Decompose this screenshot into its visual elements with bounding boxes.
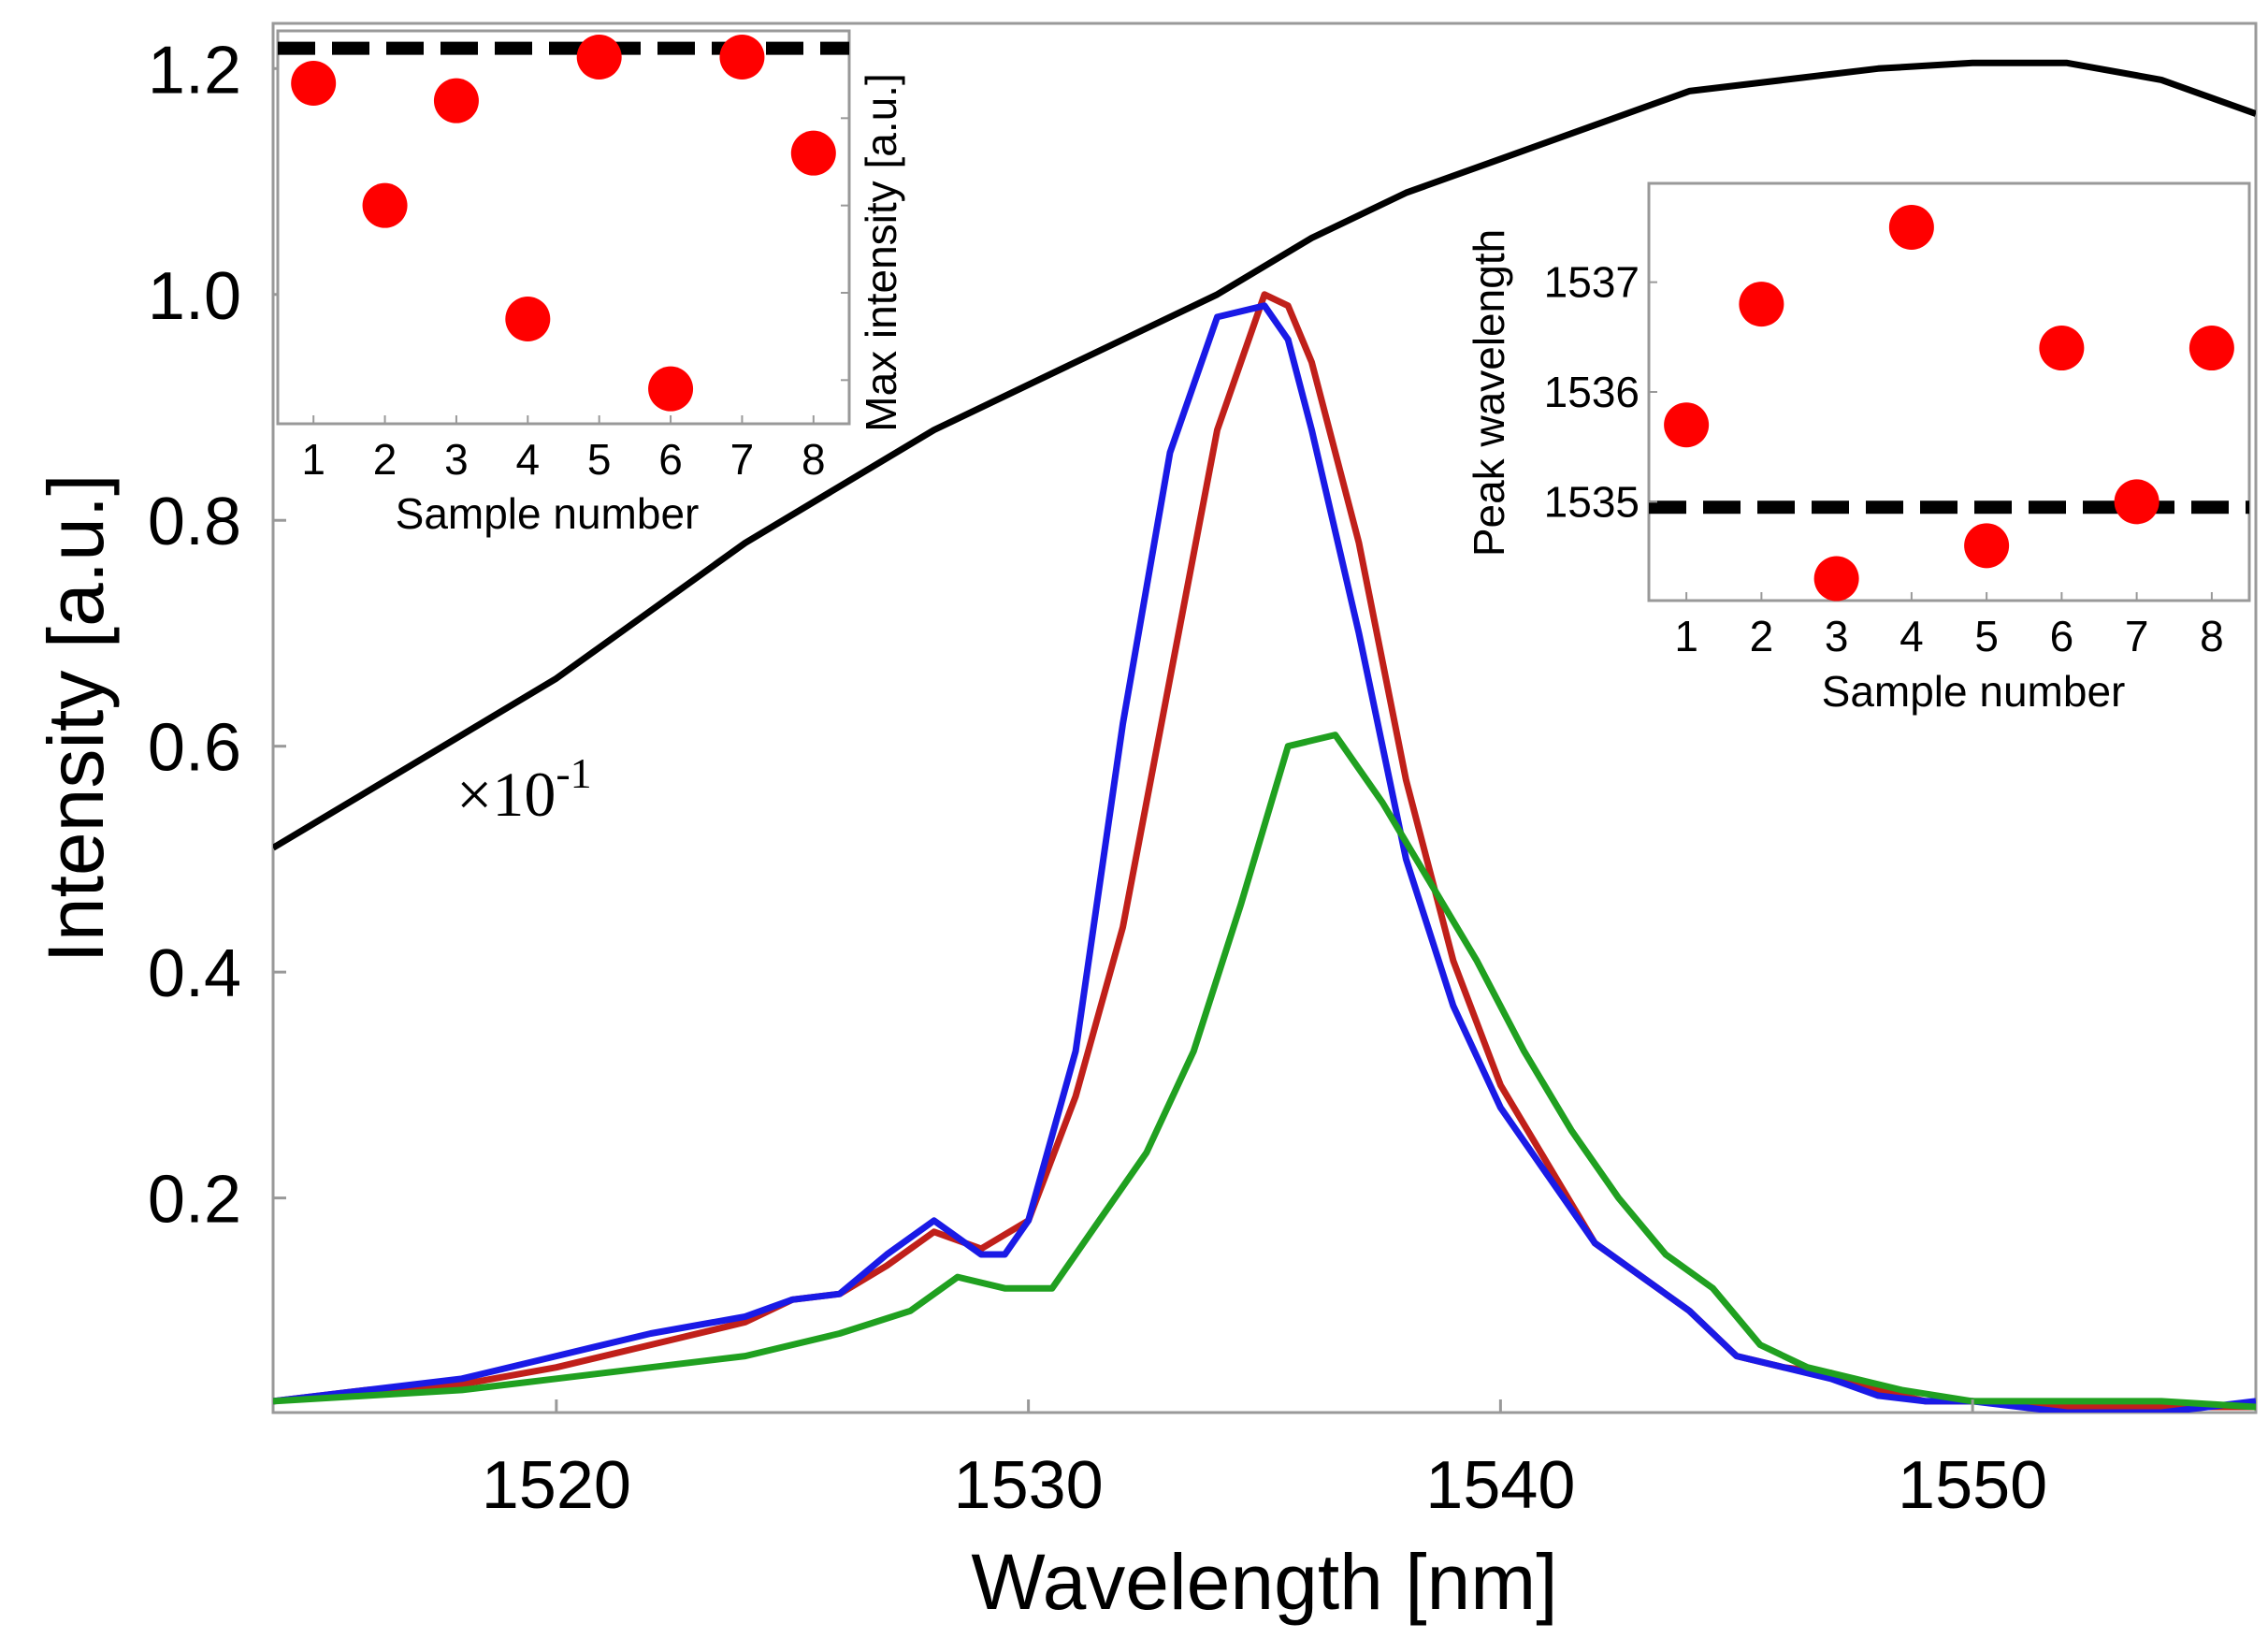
inset-y-tick-label: 1536 xyxy=(1544,368,1640,416)
inset-peak-wavelength: 1 2 3 4 5 6 7 8 1535 1536 1537 Sample number Peak … xyxy=(1465,181,2251,716)
sample-point-7 xyxy=(719,35,765,80)
sample-point-5 xyxy=(576,35,622,80)
main-y-tick-label: 0.6 xyxy=(148,711,241,786)
inset-y-tick-label: 1535 xyxy=(1544,477,1640,526)
scale-factor-exponent: -1 xyxy=(556,749,591,797)
sample-point-6 xyxy=(648,366,694,412)
inset-peak-wavelength-frame xyxy=(1647,181,2251,602)
main-plot-frame xyxy=(271,22,2258,1414)
inset-max-intensity-y-title: Max intensity [a.u.] xyxy=(857,73,905,432)
inset-peak-wavelength-content: 1 2 3 4 5 6 7 8 1535 1536 1537 xyxy=(1544,204,2249,660)
inset-x-tick-label: 4 xyxy=(1900,612,1924,660)
sample-point-2 xyxy=(1739,282,1784,327)
series-line-green xyxy=(273,732,2256,1411)
inset-x-tick-label: 3 xyxy=(1825,612,1849,660)
inset-x-tick-label: 2 xyxy=(1750,612,1774,660)
series-line-reference-scaled- xyxy=(273,59,2256,851)
sample-point-5 xyxy=(1964,523,2010,569)
sample-point-4 xyxy=(1888,204,1934,250)
main-y-tick-label: 1.0 xyxy=(148,259,241,334)
sample-point-7 xyxy=(2114,479,2160,525)
inset-x-tick-label: 4 xyxy=(516,435,541,484)
series-line-blue xyxy=(273,302,2256,1413)
main-x-ticks: 1520 1530 1540 1550 xyxy=(482,1399,2047,1523)
sample-point-8 xyxy=(2189,326,2234,371)
inset-x-tick-label: 5 xyxy=(587,435,612,484)
inset-x-tick-label: 7 xyxy=(730,435,755,484)
inset-x-tick-label: 8 xyxy=(802,435,826,484)
sample-point-1 xyxy=(291,61,337,106)
inset-peak-wavelength-x-title: Sample number xyxy=(1822,667,2126,716)
scale-factor-annotation: ×10-1 xyxy=(456,749,592,830)
main-x-tick-label: 1540 xyxy=(1425,1448,1575,1523)
inset-x-tick-label: 6 xyxy=(2050,612,2074,660)
main-x-tick-label: 1520 xyxy=(482,1448,631,1523)
inset-x-tick-label: 6 xyxy=(658,435,683,484)
main-y-ticks: 0.2 0.4 0.6 0.8 1.0 1.2 xyxy=(148,33,286,1238)
main-x-tick-label: 1550 xyxy=(1898,1448,2047,1523)
sample-point-2 xyxy=(362,182,408,228)
main-y-tick-label: 1.2 xyxy=(148,33,241,108)
inset-x-tick-label: 3 xyxy=(444,435,469,484)
inset-x-tick-label: 2 xyxy=(373,435,397,484)
inset-x-tick-label: 8 xyxy=(2200,612,2224,660)
inset-x-tick-label: 1 xyxy=(301,435,325,484)
main-series-group xyxy=(273,59,2256,1413)
inset-y-tick-label: 1537 xyxy=(1544,258,1640,307)
main-y-tick-label: 0.4 xyxy=(148,936,241,1011)
main-y-axis-title: Intensity [a.u.] xyxy=(32,474,120,964)
main-y-tick-label: 0.8 xyxy=(148,485,241,559)
inset-max-intensity-frame xyxy=(276,29,851,426)
sample-point-1 xyxy=(1664,402,1710,448)
inset-x-tick-label: 1 xyxy=(1674,612,1698,660)
inset-x-tick-label: 7 xyxy=(2125,612,2149,660)
inset-max-intensity-x-title: Sample number xyxy=(396,489,700,538)
main-plot: 1520 1530 1540 1550 0.2 0.4 0.6 0.8 1.0 1.2 Wave… xyxy=(32,22,2258,1626)
main-x-tick-label: 1530 xyxy=(954,1448,1104,1523)
main-x-axis-title: Wavelength [nm] xyxy=(971,1538,1557,1626)
sample-point-8 xyxy=(790,130,836,176)
sample-point-4 xyxy=(505,297,551,341)
inset-peak-wavelength-y-title: Peak wavelength xyxy=(1465,229,1513,557)
sample-point-6 xyxy=(2039,326,2085,371)
sample-point-3 xyxy=(433,78,479,123)
inset-x-tick-label: 5 xyxy=(1974,612,1999,660)
scale-factor-base: ×10 xyxy=(456,759,556,830)
sample-point-3 xyxy=(1813,556,1859,602)
main-y-tick-label: 0.2 xyxy=(148,1163,241,1238)
